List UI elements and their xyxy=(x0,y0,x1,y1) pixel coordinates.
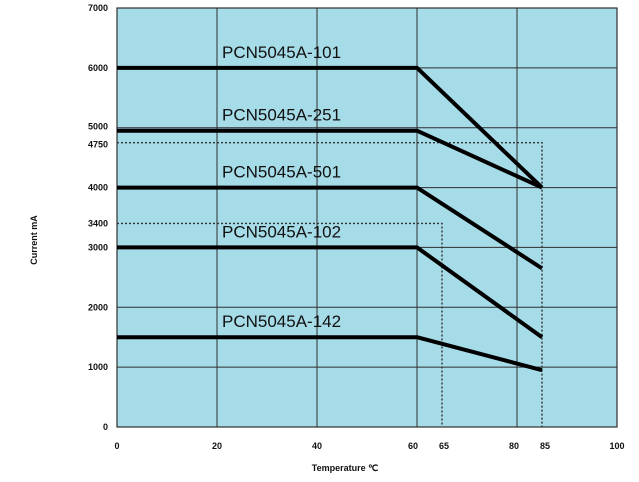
rating-guide-lines xyxy=(117,141,543,427)
x-tick-label: 100 xyxy=(609,441,624,451)
y-axis-title: Current mA xyxy=(29,215,39,265)
series-line-PCN5045A-501 xyxy=(117,185,544,271)
x-axis-title: Temperature ℃ xyxy=(312,463,378,473)
dashed-guide-line xyxy=(117,222,443,427)
y-tick-label: 1000 xyxy=(88,362,108,372)
series-label: PCN5045A-102 xyxy=(222,222,341,241)
y-tick-label: 0 xyxy=(103,422,108,432)
x-tick-label: 20 xyxy=(212,441,222,451)
y-tick-label: 3000 xyxy=(88,242,108,252)
series-label: PCN5045A-501 xyxy=(222,163,341,182)
x-tick-label: 80 xyxy=(509,441,519,451)
y-tick-label: 2000 xyxy=(88,302,108,312)
y-tick-label: 6000 xyxy=(88,63,108,73)
x-tick-label: 0 xyxy=(114,441,119,451)
plot-area xyxy=(116,7,618,428)
series-line-PCN5045A-102 xyxy=(117,245,544,339)
y-tick-label: 5000 xyxy=(88,122,108,132)
y-tick-label: 4000 xyxy=(88,183,108,193)
series-label: PCN5045A-142 xyxy=(222,312,341,331)
series-label: PCN5045A-251 xyxy=(222,106,341,125)
y-tick-label: 7000 xyxy=(88,3,108,13)
y-tick-label: 3400 xyxy=(88,218,108,228)
x-tick-label: 65 xyxy=(439,441,449,451)
series-line-PCN5045A-142 xyxy=(117,335,543,373)
x-tick-label: 85 xyxy=(540,441,550,451)
series-line-PCN5045A-251 xyxy=(117,128,543,190)
x-tick-label: 60 xyxy=(408,441,418,451)
series-label: PCN5045A-101 xyxy=(222,43,341,62)
y-tick-label: 4750 xyxy=(88,140,108,150)
x-axis-ticks: 0 20 40 60 65 80 85 100 xyxy=(114,441,624,451)
series-line-PCN5045A-101 xyxy=(117,65,544,190)
series-lines xyxy=(117,65,544,373)
dashed-guide-line xyxy=(117,141,543,427)
series-labels: PCN5045A-101 PCN5045A-251 PCN5045A-501 PCN5… xyxy=(222,43,341,331)
x-tick-label: 40 xyxy=(312,441,322,451)
y-axis-ticks: 0 1000 2000 3000 3400 4000 4750 5000 6000 7000 xyxy=(88,3,108,432)
